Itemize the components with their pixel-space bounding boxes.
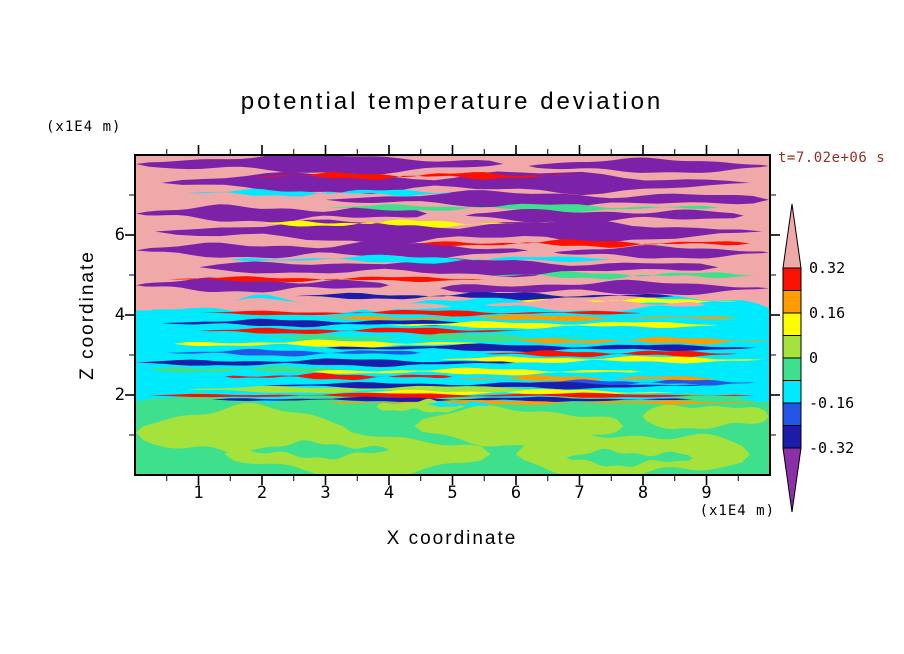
colorbar-band [782,335,802,359]
z-axis-unit: (x1E4 m) [46,119,122,135]
colorbar-band [782,380,802,404]
plot-title: potential temperature deviation [240,88,664,115]
x-tick-label: 5 [447,483,458,503]
colorbar-band [782,425,802,449]
colorbar [782,203,802,513]
colorbar-label: -0.16 [809,394,855,412]
colorbar-label: -0.32 [809,439,855,457]
x-axis-unit: (x1E4 m) [699,503,775,519]
z-tick-label: 4 [114,305,125,325]
colorbar-band [782,312,802,336]
colorbar-band [782,290,802,314]
x-tick-label: 9 [701,483,712,503]
x-tick-label: 7 [574,483,585,503]
x-tick-label: 4 [383,483,395,503]
contour-field [136,156,769,474]
x-tick-label: 6 [510,483,522,503]
x-tick-label: 3 [320,483,331,503]
colorbar-label: 0.16 [809,304,846,322]
z-axis-label: Z coordinate [77,250,98,380]
colorbar-label: 0 [809,349,819,367]
colorbar-band [782,267,802,291]
x-tick-label: 8 [637,483,649,503]
colorbar-arrow-down [782,447,802,513]
x-tick-label: 1 [193,483,204,503]
z-tick-label: 2 [114,385,125,405]
x-tick-label: 2 [256,483,268,503]
colorbar-band [782,402,802,426]
colorbar-label: 0.32 [809,259,846,277]
colorbar-band [782,357,802,381]
colorbar-arrow-up [782,203,802,269]
z-tick-label: 6 [114,225,125,245]
x-axis-label: X coordinate [386,528,518,549]
time-annotation: t=7.02e+06 s [778,150,886,166]
